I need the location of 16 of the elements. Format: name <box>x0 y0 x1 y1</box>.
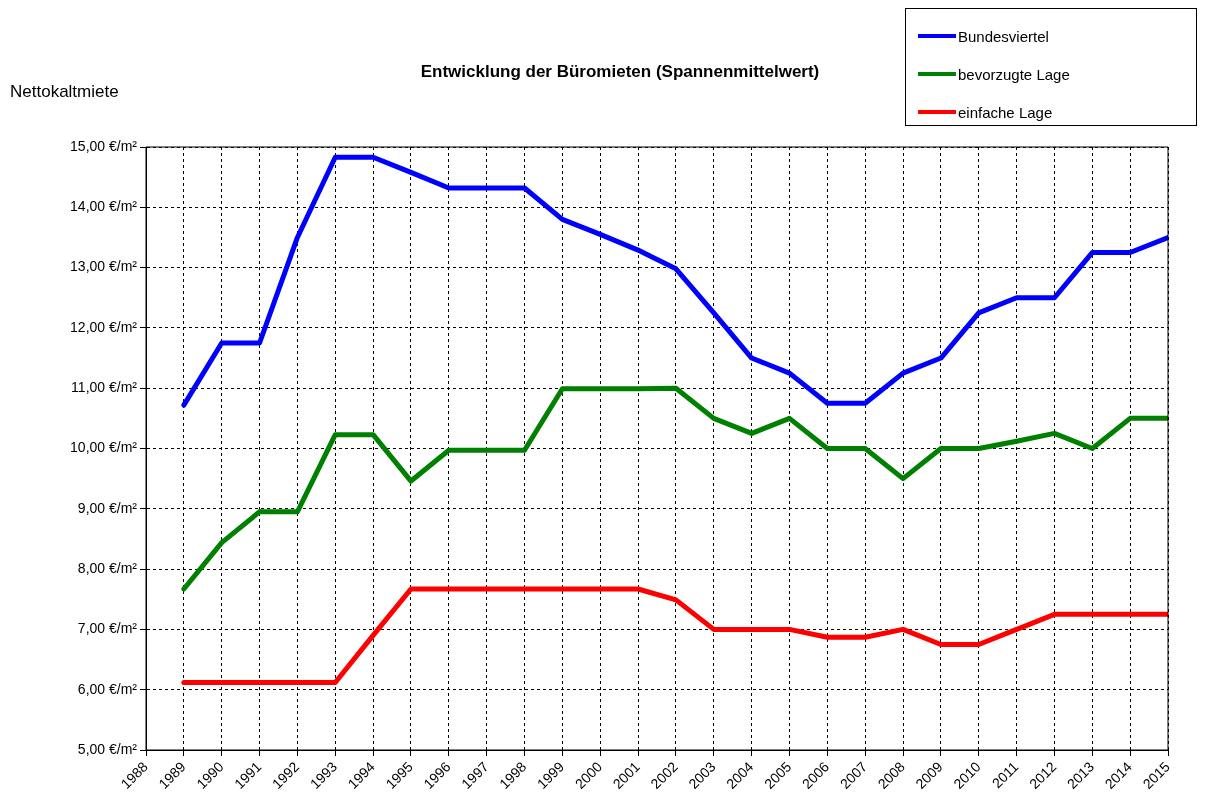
y-tick-label: 6,00 €/m² <box>77 680 138 697</box>
y-tick-label: 14,00 €/m² <box>70 198 138 215</box>
legend-label: einfache Lage <box>958 103 1053 121</box>
y-tick-label: 8,00 €/m² <box>77 559 138 576</box>
y-axis-title: Nettokaltmiete <box>10 82 119 102</box>
y-tick-label: 9,00 €/m² <box>77 499 138 516</box>
y-tick-label: 10,00 €/m² <box>70 439 138 456</box>
legend-label: bevorzugte Lage <box>958 65 1070 83</box>
y-tick-label: 11,00 €/m² <box>71 379 138 396</box>
y-tick-label: 15,00 €/m² <box>70 137 138 154</box>
chart-title: Entwicklung der Büromieten (Spannenmittelwert) <box>420 62 820 81</box>
y-tick-label: 5,00 €/m² <box>77 740 138 757</box>
legend-label: Bundesviertel <box>958 27 1049 45</box>
y-tick-label: 7,00 €/m² <box>77 620 138 637</box>
y-tick-label: 12,00 €/m² <box>70 318 138 335</box>
y-tick-label: 13,00 €/m² <box>70 258 138 275</box>
